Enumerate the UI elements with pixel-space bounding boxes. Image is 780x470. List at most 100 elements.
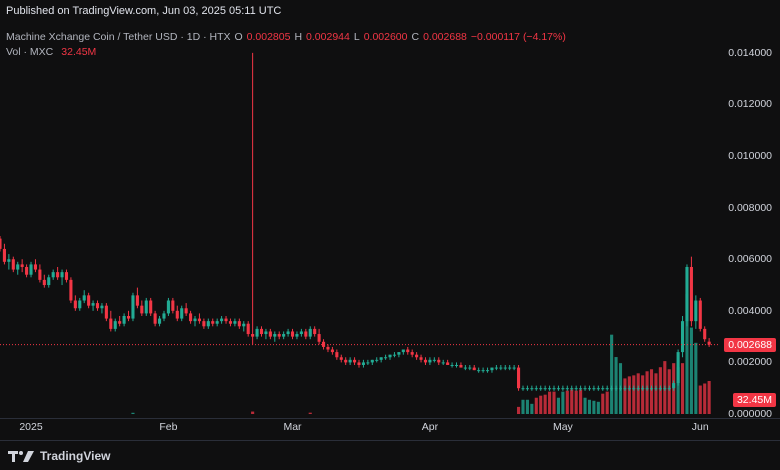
candle-body bbox=[375, 359, 379, 361]
volume-bar bbox=[707, 381, 711, 414]
candle-body bbox=[122, 315, 126, 324]
volume-bar bbox=[565, 390, 569, 414]
volume-bar bbox=[627, 376, 631, 414]
candle-body bbox=[197, 318, 201, 322]
candle-body bbox=[242, 323, 246, 327]
volume-bar bbox=[703, 383, 707, 414]
candle-body bbox=[2, 248, 6, 262]
candle-body bbox=[171, 300, 175, 311]
volume-bar bbox=[587, 399, 592, 414]
candle-body bbox=[166, 300, 170, 314]
volume-bar bbox=[601, 393, 605, 414]
candle-body bbox=[406, 349, 410, 353]
time-tick: Mar bbox=[283, 421, 302, 433]
candle-body bbox=[286, 331, 290, 335]
candle-body bbox=[47, 277, 51, 286]
candle-body bbox=[663, 388, 667, 390]
candle-body bbox=[246, 323, 250, 335]
candle-body bbox=[601, 388, 605, 390]
candle-body bbox=[366, 362, 370, 364]
open-value: 0.002805 bbox=[246, 31, 291, 43]
candle-body bbox=[348, 359, 352, 363]
candle-body bbox=[401, 349, 405, 353]
candle-body bbox=[499, 367, 503, 369]
candle-body bbox=[339, 357, 343, 360]
candle-body bbox=[60, 272, 64, 278]
time-axis[interactable]: 2025 Feb Mar Apr May Jun bbox=[0, 418, 718, 440]
open-label: O bbox=[234, 31, 243, 43]
volume-bar bbox=[685, 294, 689, 414]
volume-bar bbox=[632, 375, 636, 414]
candle-body bbox=[561, 388, 565, 390]
candle-body bbox=[313, 328, 317, 335]
volume-bar bbox=[654, 373, 658, 414]
candle-body bbox=[149, 300, 153, 314]
candle-body bbox=[180, 308, 184, 319]
last-price-tag: 0.002688 bbox=[724, 337, 776, 352]
candle-body bbox=[317, 334, 321, 342]
candle-body bbox=[694, 300, 698, 322]
volume-bar bbox=[530, 403, 534, 414]
candle-body bbox=[680, 321, 685, 353]
candle-body bbox=[525, 388, 529, 390]
volume-bar bbox=[680, 363, 685, 414]
candle-body bbox=[392, 354, 397, 356]
candle-body bbox=[548, 388, 552, 390]
price-axis[interactable]: 0.014000 0.012000 0.010000 0.008000 0.00… bbox=[718, 22, 780, 420]
symbol-title[interactable]: Machine Xchange Coin / Tether USD · 1D ·… bbox=[6, 31, 231, 43]
candle-body bbox=[321, 341, 326, 347]
candle-body bbox=[29, 264, 33, 275]
candle-body bbox=[477, 370, 481, 372]
candle-body bbox=[277, 334, 281, 337]
candle-body bbox=[135, 295, 139, 306]
volume-bar bbox=[548, 391, 552, 414]
candle-body bbox=[636, 388, 640, 390]
candle-body bbox=[415, 354, 419, 358]
candle-body bbox=[42, 279, 46, 286]
price-tick: 0.006000 bbox=[728, 253, 772, 266]
brand-name[interactable]: TradingView bbox=[40, 448, 111, 463]
volume-bar bbox=[649, 369, 654, 414]
candle-body bbox=[468, 367, 472, 369]
candle-body bbox=[521, 388, 525, 390]
candle-body bbox=[432, 359, 436, 361]
volume-bar bbox=[583, 397, 587, 414]
tradingview-logo-icon[interactable] bbox=[8, 449, 34, 463]
candle-body bbox=[113, 321, 117, 329]
candle-body bbox=[220, 318, 224, 322]
axis-divider bbox=[0, 418, 780, 419]
volume-bar bbox=[570, 389, 574, 414]
candle-body bbox=[543, 388, 547, 390]
volume-bar bbox=[517, 406, 521, 414]
candle-body bbox=[357, 362, 361, 365]
price-tick: 0.002000 bbox=[728, 356, 772, 369]
candle-body bbox=[610, 388, 614, 390]
candle-body bbox=[335, 352, 339, 358]
low-value: 0.002600 bbox=[363, 31, 408, 43]
candle-body bbox=[632, 388, 636, 390]
candle-body bbox=[11, 259, 15, 270]
candle-body bbox=[676, 352, 680, 384]
candle-body bbox=[193, 318, 197, 322]
candle-body bbox=[552, 388, 556, 390]
low-label: L bbox=[353, 31, 360, 43]
candle-body bbox=[82, 295, 86, 301]
candle-body bbox=[51, 272, 55, 278]
candle-body bbox=[454, 364, 459, 366]
candle-body bbox=[689, 266, 693, 322]
chart-legend: Machine Xchange Coin / Tether USD · 1D ·… bbox=[6, 30, 566, 60]
candle-body bbox=[251, 334, 255, 337]
volume-label[interactable]: Vol · MXC bbox=[6, 46, 54, 58]
price-tick: 0.012000 bbox=[728, 98, 772, 111]
candle-body bbox=[703, 328, 707, 340]
candle-body bbox=[228, 321, 233, 324]
candle-body bbox=[0, 238, 2, 249]
candle-body bbox=[211, 321, 215, 324]
price-chart[interactable] bbox=[0, 22, 718, 418]
candle-body bbox=[397, 352, 401, 355]
candle-body bbox=[162, 313, 166, 319]
volume-bar bbox=[525, 399, 529, 414]
candle-body bbox=[299, 331, 303, 335]
published-header: Published on TradingView.com, Jun 03, 20… bbox=[0, 0, 780, 22]
candle-body bbox=[95, 303, 100, 309]
